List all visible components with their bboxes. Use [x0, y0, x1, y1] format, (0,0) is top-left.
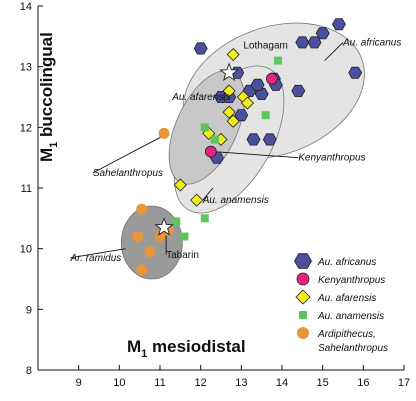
point-anamensis — [172, 217, 181, 226]
legend-label-sahelanthropus: Sahelanthropus — [318, 343, 388, 354]
point-afarensis — [240, 96, 254, 110]
annotation-label: Kenyanthropus — [298, 153, 365, 164]
legend-label-africanus: Au. africanus — [317, 257, 376, 268]
point-anamensis — [273, 56, 282, 65]
point-afarensis — [226, 114, 240, 128]
legend-label-anamensis: Au. anamensis — [317, 311, 384, 322]
point-africanus — [315, 27, 330, 40]
y-tick-label: 14 — [20, 1, 32, 13]
annotation-line — [70, 248, 126, 259]
point-africanus — [295, 36, 310, 49]
x-tick-label: 11 — [154, 377, 165, 389]
legend-label-kenyanthropus: Kenyanthropus — [318, 275, 385, 286]
x-tick-label: 14 — [276, 377, 288, 389]
legend-item-afarensis: Au. afarensis — [295, 289, 376, 305]
y-tick-label: 13 — [20, 62, 32, 74]
point-afarensis — [190, 193, 204, 207]
x-tick-label: 15 — [317, 377, 329, 389]
point-ardipithecus — [132, 231, 144, 243]
point-kenyanthropus — [204, 145, 217, 158]
legend-label-afarensis: Au. afarensis — [317, 293, 376, 304]
y-tick-label: 10 — [20, 244, 32, 256]
x-axis-title-sub: 1 — [141, 348, 147, 360]
legend-marker-anamensis — [299, 311, 307, 319]
annotation-label: Sahelanthropus — [93, 168, 163, 179]
y-tick-label: 12 — [20, 122, 32, 134]
annotation-label: Au. anamensis — [202, 195, 269, 206]
annotation-line — [202, 187, 214, 201]
point-afarensis — [222, 84, 236, 98]
point-ardipithecus — [144, 246, 156, 258]
point-africanus — [331, 18, 346, 31]
point-africanus — [291, 84, 306, 97]
x-tick-label: 13 — [235, 377, 247, 389]
point-ardipithecus — [136, 203, 148, 215]
annotation-line — [92, 136, 163, 174]
x-axis-title-main: M — [127, 337, 141, 356]
legend-label-ardipithecus: Ardipithecus, — [317, 329, 376, 340]
point-africanus — [250, 78, 265, 91]
point-anamensis — [261, 111, 270, 120]
point-ardipithecus — [154, 231, 166, 243]
x-axis-title: M1 mesiodistal — [127, 337, 246, 360]
annotation-line — [324, 42, 344, 61]
point-africanus — [254, 87, 269, 100]
y-tick-label: 9 — [26, 304, 32, 316]
legend-marker-kenyanthropus — [296, 272, 310, 286]
legend-item-africanus: Au. africanus — [294, 253, 376, 269]
point-afarensis — [173, 178, 187, 192]
point-anamensis — [180, 232, 189, 241]
point-kenyanthropus — [265, 72, 278, 85]
annotation-labels: Au. africanus Lothagam Au. afarensis Kenyan… — [70, 37, 402, 263]
y-tick-label: 8 — [26, 365, 32, 377]
y-axis-title: M1 buccolingual — [37, 32, 60, 162]
point-africanus — [234, 109, 249, 122]
annotation-lines — [70, 42, 344, 259]
x-tick-label: 9 — [76, 377, 82, 389]
point-africanus — [246, 133, 261, 146]
annotation-label: Tabarin — [166, 250, 199, 261]
y-axis-title-sub: 1 — [48, 142, 60, 148]
y-axis-title-main: M — [37, 148, 56, 162]
legend-item-ardipithecus: Ardipithecus, Sahelanthropus — [297, 327, 388, 354]
x-axis-title-rest: mesiodistal — [147, 337, 245, 356]
annotation-label: Au. afarensis — [171, 92, 230, 103]
legend-marker-afarensis — [295, 289, 311, 305]
x-tick-label: 12 — [195, 377, 207, 389]
legend: Au. africanus Kenyanthropus Au. afarensi… — [294, 253, 388, 354]
point-anamensis — [210, 135, 219, 144]
point-anamensis — [200, 123, 209, 132]
point-afarensis — [222, 105, 236, 119]
point-ardipithecus — [136, 264, 148, 276]
point-africanus — [348, 66, 363, 79]
annotation-line — [212, 151, 299, 159]
point-ardipithecus — [158, 127, 170, 139]
y-tick-label: 11 — [21, 183, 32, 195]
x-tick-label: 17 — [398, 377, 410, 389]
point-africanus — [262, 133, 277, 146]
point-africanus — [193, 42, 208, 55]
points-layer — [132, 18, 363, 276]
x-tick-label: 10 — [113, 377, 125, 389]
x-tick-label: 16 — [357, 377, 369, 389]
annotation-label: Lothagam — [243, 40, 287, 51]
legend-item-anamensis: Au. anamensis — [299, 311, 384, 322]
annotation-label: Au. africanus — [342, 37, 401, 48]
ellipse-3 — [120, 205, 183, 280]
star-tabarin — [154, 217, 174, 236]
point-anamensis — [200, 214, 209, 223]
point-afarensis — [226, 47, 240, 62]
legend-marker-africanus — [294, 253, 312, 269]
legend-marker-ardipithecus — [297, 327, 309, 339]
star-lothagam — [219, 62, 239, 82]
y-axis-title-rest: buccolingual — [37, 32, 56, 142]
annotation-label: Ar. ramidus — [70, 253, 122, 264]
legend-item-kenyanthropus: Kenyanthropus — [296, 272, 385, 286]
